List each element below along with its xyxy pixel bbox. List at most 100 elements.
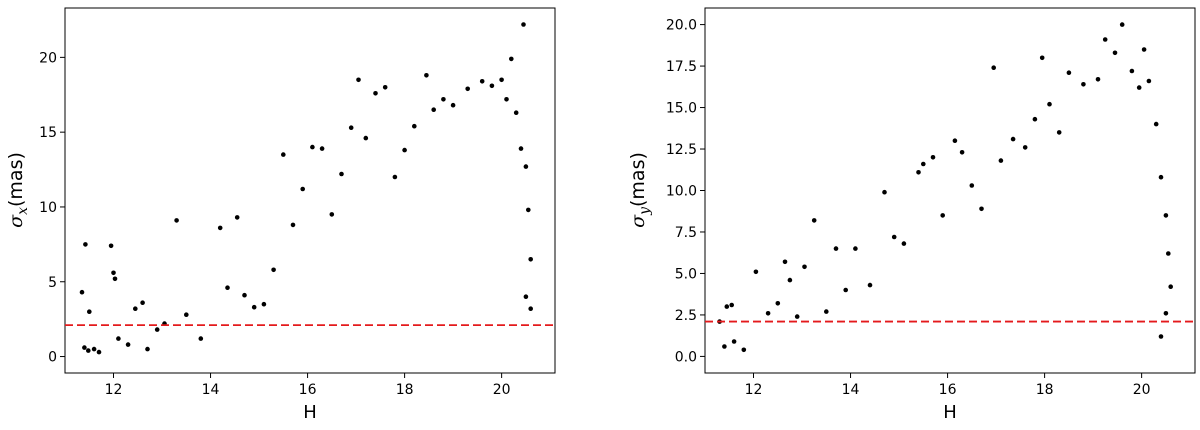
right-data-point: [794, 314, 800, 319]
left-data-point: [112, 276, 118, 282]
left-data-point: [300, 186, 306, 192]
left-data-point: [479, 79, 485, 84]
left-x-tick-label: 14: [202, 382, 220, 398]
right-data-point: [1153, 121, 1159, 127]
right-scatter-points: [717, 22, 1173, 353]
left-data-point: [504, 97, 509, 102]
left-data-point: [509, 56, 514, 62]
right-data-point: [1081, 82, 1086, 87]
right-data-point: [853, 246, 858, 251]
left-data-point: [523, 294, 529, 300]
right-data-point: [1022, 145, 1028, 150]
left-y-axis-symbol: σ: [5, 214, 27, 228]
right-plot-frame: [704, 7, 1196, 374]
left-data-point: [424, 73, 429, 78]
left-data-point: [363, 135, 369, 141]
left-scatter-points: [79, 22, 533, 355]
left-y-tick-label: 5: [48, 275, 57, 291]
right-data-point: [1158, 174, 1164, 180]
right-data-point: [1102, 37, 1108, 42]
right-data-point: [811, 218, 817, 223]
left-data-point: [87, 309, 92, 315]
left-data-point: [96, 349, 102, 355]
left-data-point: [217, 225, 223, 231]
left-data-point: [125, 342, 131, 347]
left-data-point: [83, 242, 88, 247]
left-y-ticks: 0 5 10 15 20: [39, 50, 65, 366]
right-data-point: [782, 259, 788, 265]
left-data-point: [184, 312, 189, 318]
right-y-tick-label: 0.0: [675, 349, 697, 365]
left-x-axis-label: H: [303, 402, 317, 423]
left-y-tick-label: 20: [39, 50, 57, 66]
right-data-point: [998, 158, 1004, 163]
right-data-point: [1141, 47, 1147, 52]
left-data-point: [373, 91, 378, 96]
left-y-axis-subscript: x: [15, 207, 31, 215]
right-x-tick-label: 18: [1036, 382, 1054, 398]
left-data-point: [225, 285, 230, 291]
right-data-point: [882, 189, 887, 195]
left-data-point: [91, 346, 97, 352]
right-data-point: [940, 213, 945, 218]
left-data-point: [329, 212, 335, 217]
left-data-point: [523, 164, 529, 169]
right-x-tick-label: 16: [939, 382, 957, 398]
right-data-point: [1168, 284, 1173, 290]
right-data-point: [724, 304, 730, 309]
left-data-point: [140, 300, 145, 306]
right-x-axis-label: H: [943, 402, 957, 423]
right-data-point: [787, 277, 793, 283]
right-x-tick-label: 12: [745, 382, 763, 398]
right-data-point: [969, 183, 975, 188]
left-data-point: [198, 336, 204, 341]
right-data-point: [1056, 130, 1062, 135]
left-data-point: [145, 346, 150, 352]
right-data-point: [1158, 334, 1164, 339]
right-data-point: [1166, 251, 1171, 256]
left-data-point: [450, 102, 456, 108]
right-data-point: [1039, 55, 1045, 61]
left-data-point: [431, 107, 437, 112]
left-data-point: [290, 222, 296, 228]
right-data-point: [952, 138, 958, 143]
left-data-point: [528, 306, 533, 312]
right-data-point: [1146, 78, 1152, 84]
left-data-point: [133, 306, 138, 312]
left-data-point: [86, 348, 91, 353]
right-data-point: [1010, 136, 1016, 142]
right-data-point: [1129, 68, 1135, 74]
left-data-point: [513, 110, 519, 115]
right-data-point: [1163, 311, 1169, 316]
left-data-point: [499, 77, 504, 83]
right-y-tick-label: 20.0: [666, 18, 697, 34]
left-data-point: [528, 257, 533, 262]
right-y-tick-label: 2.5: [675, 308, 697, 324]
right-data-point: [930, 155, 936, 160]
left-data-point: [402, 147, 407, 153]
left-x-tick-label: 18: [396, 382, 414, 398]
right-y-axis-subscript: y: [637, 206, 653, 216]
left-data-point: [412, 123, 417, 129]
left-data-point: [465, 86, 471, 92]
right-data-point: [765, 311, 771, 316]
right-data-point: [1119, 22, 1125, 27]
left-data-point: [526, 207, 531, 213]
right-y-tick-label: 10.0: [666, 184, 697, 200]
left-data-point: [271, 267, 276, 273]
left-y-tick-label: 15: [39, 125, 57, 141]
right-data-point: [1066, 70, 1072, 75]
right-data-point: [916, 170, 921, 175]
left-data-point: [242, 292, 247, 298]
left-data-point: [174, 218, 179, 223]
left-x-tick-label: 20: [493, 382, 511, 398]
right-data-point: [901, 241, 907, 246]
left-data-point: [116, 336, 121, 341]
left-data-point: [251, 304, 257, 310]
right-y-tick-label: 5.0: [675, 266, 697, 282]
left-data-point: [441, 97, 446, 102]
left-chart-panel: 12 14 16 18 20 0 5 10 15 20 H σx(mas): [5, 7, 556, 423]
left-data-point: [79, 289, 85, 295]
left-data-point: [111, 270, 116, 276]
right-data-point: [775, 301, 781, 306]
